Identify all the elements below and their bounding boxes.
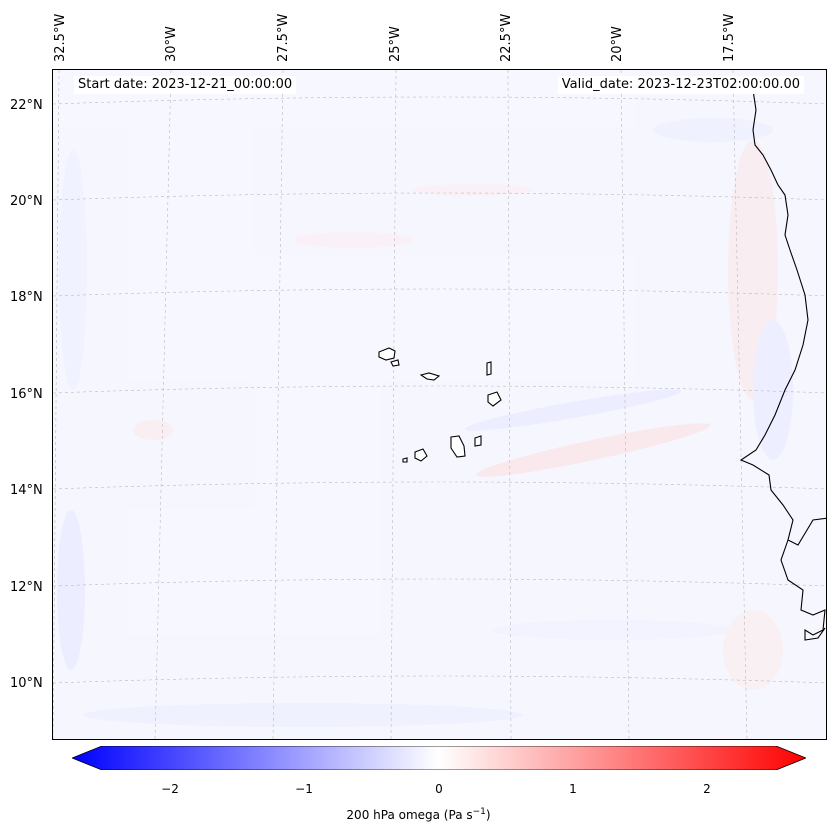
colorbar-gradient [72,746,806,770]
african-coast [739,89,826,546]
start-date-label: Start date: 2023-12-21_00:00:00 [74,76,297,94]
omega-field [53,70,826,739]
lon-label-30w: 30°W [164,26,179,62]
island-fogo [414,448,428,462]
colorbar-label: 200 hPa omega (Pa s−1) [0,807,837,822]
lon-label-25w: 25°W [388,26,403,62]
lat-label-14n: 14°N [10,483,43,498]
colorbar-tick-1: 1 [569,782,577,796]
lon-label-20w: 20°W [610,26,625,62]
lon-label-27-5w: 27.5°W [276,13,291,62]
colorbar-label-sup: −1 [472,807,486,817]
colorbar-tick-neg2: −2 [161,782,179,796]
island-santo-antao [378,347,396,361]
island-santiago [450,435,466,458]
colorbar-tick-2: 2 [703,782,711,796]
coastline [378,89,826,641]
island-sao-nicolau [419,372,441,381]
colorbar-label-main: 200 hPa omega (Pa s [346,808,473,822]
colorbar-tick-0: 0 [435,782,443,796]
african-coast-south [780,539,826,641]
colorbar-label-end: ) [485,808,491,822]
lat-label-12n: 12°N [10,580,43,595]
lat-label-22n: 22°N [10,98,43,113]
lon-label-32-5w: 32.5°W [53,13,68,62]
lon-label-17-5w: 17.5°W [722,13,737,62]
island-boa-vista [487,391,502,407]
island-brava [402,457,408,463]
colorbar-tick-neg1: −1 [295,782,313,796]
colorbar [72,746,806,770]
lat-label-16n: 16°N [10,387,43,402]
valid-date-label: Valid_date: 2023-12-23T02:00:00.00 [557,76,804,94]
island-sal [486,361,492,376]
lat-label-20n: 20°N [10,194,43,209]
map-canvas [53,70,826,739]
lat-label-10n: 10°N [10,676,43,691]
lon-label-22-5w: 22.5°W [499,13,514,62]
lat-label-18n: 18°N [10,290,43,305]
map-panel [52,69,827,740]
island-maio [474,435,482,447]
island-sao-vicente [390,359,400,367]
graticule [53,70,826,739]
